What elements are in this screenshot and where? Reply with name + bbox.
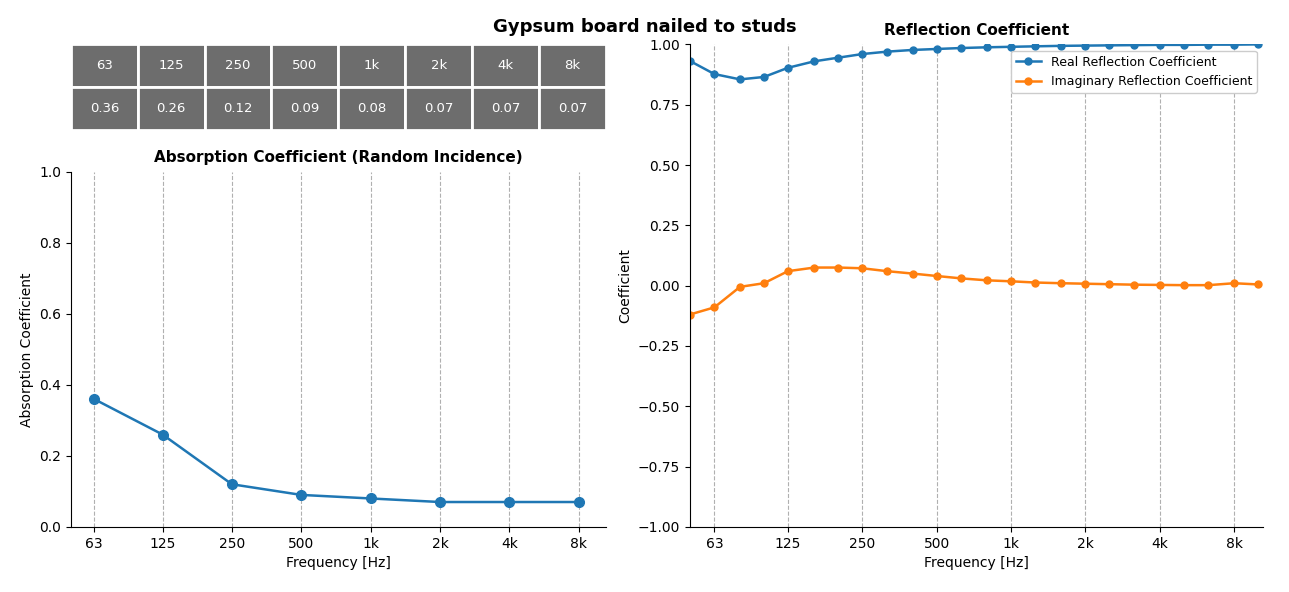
- Imaginary Reflection Coefficient: [830, 264, 846, 271]
- Title: Absorption Coefficient (Random Incidence): Absorption Coefficient (Random Incidence…: [155, 150, 522, 165]
- Bar: [539, 87, 606, 130]
- Real Reflection Coefficient: [1152, 41, 1168, 49]
- Text: 500: 500: [293, 59, 317, 72]
- Imaginary Reflection Coefficient: [682, 311, 697, 318]
- Real Reflection Coefficient: [807, 58, 822, 65]
- Real Reflection Coefficient: [879, 48, 895, 55]
- Real Reflection Coefficient: [855, 50, 870, 57]
- X-axis label: Frequency [Hz]: Frequency [Hz]: [924, 556, 1029, 570]
- Imaginary Reflection Coefficient: [780, 268, 795, 275]
- Imaginary Reflection Coefficient: [855, 265, 870, 272]
- Text: 1k: 1k: [363, 59, 380, 72]
- Real Reflection Coefficient: [1176, 41, 1191, 49]
- Imaginary Reflection Coefficient: [954, 275, 969, 282]
- Imaginary Reflection Coefficient: [732, 284, 748, 291]
- Bar: [138, 87, 205, 130]
- Bar: [272, 87, 338, 130]
- Real Reflection Coefficient: [780, 65, 795, 72]
- Imaginary Reflection Coefficient: [1027, 279, 1043, 286]
- Text: 250: 250: [226, 59, 251, 72]
- Imaginary Reflection Coefficient: [980, 277, 995, 284]
- Real Reflection Coefficient: [1027, 43, 1043, 50]
- Imaginary Reflection Coefficient: [1152, 281, 1168, 288]
- Imaginary Reflection Coefficient: [807, 264, 822, 271]
- Bar: [539, 44, 606, 87]
- Text: 63: 63: [95, 59, 112, 72]
- Real Reflection Coefficient: [1250, 41, 1266, 48]
- Bar: [472, 44, 539, 87]
- Bar: [71, 44, 138, 87]
- Text: 0.07: 0.07: [558, 102, 586, 115]
- Y-axis label: Coefficient: Coefficient: [617, 248, 632, 323]
- Text: 8k: 8k: [565, 59, 580, 72]
- Line: Real Reflection Coefficient: Real Reflection Coefficient: [686, 41, 1262, 83]
- Real Reflection Coefficient: [830, 54, 846, 61]
- Text: 0.12: 0.12: [223, 102, 253, 115]
- Text: 0.26: 0.26: [156, 102, 186, 115]
- Text: 2k: 2k: [431, 59, 447, 72]
- Imaginary Reflection Coefficient: [1200, 282, 1216, 289]
- Bar: [205, 87, 272, 130]
- Bar: [272, 44, 338, 87]
- Imaginary Reflection Coefficient: [1176, 282, 1191, 289]
- Imaginary Reflection Coefficient: [1226, 279, 1241, 287]
- Y-axis label: Absorption Coefficient: Absorption Coefficient: [19, 272, 34, 426]
- Real Reflection Coefficient: [1078, 42, 1093, 49]
- Bar: [71, 87, 138, 130]
- Real Reflection Coefficient: [1127, 41, 1142, 49]
- Real Reflection Coefficient: [682, 57, 697, 65]
- Bar: [138, 44, 205, 87]
- Text: Gypsum board nailed to studs: Gypsum board nailed to studs: [492, 18, 797, 36]
- Imaginary Reflection Coefficient: [757, 279, 772, 287]
- Real Reflection Coefficient: [1053, 42, 1069, 49]
- Text: 0.09: 0.09: [290, 102, 320, 115]
- Text: 0.07: 0.07: [491, 102, 521, 115]
- Bar: [472, 87, 539, 130]
- Imaginary Reflection Coefficient: [1250, 281, 1266, 288]
- Real Reflection Coefficient: [732, 76, 748, 83]
- Real Reflection Coefficient: [1226, 41, 1241, 48]
- Real Reflection Coefficient: [1200, 41, 1216, 48]
- Real Reflection Coefficient: [905, 46, 920, 53]
- Real Reflection Coefficient: [757, 73, 772, 81]
- Bar: [338, 87, 405, 130]
- Imaginary Reflection Coefficient: [1127, 281, 1142, 288]
- Text: 0.36: 0.36: [90, 102, 119, 115]
- Real Reflection Coefficient: [929, 46, 945, 53]
- Imaginary Reflection Coefficient: [905, 270, 920, 277]
- Real Reflection Coefficient: [980, 44, 995, 51]
- Imaginary Reflection Coefficient: [879, 268, 895, 275]
- Imaginary Reflection Coefficient: [1078, 280, 1093, 287]
- Bar: [338, 44, 405, 87]
- Text: 4k: 4k: [498, 59, 513, 72]
- Real Reflection Coefficient: [1102, 42, 1118, 49]
- Imaginary Reflection Coefficient: [929, 272, 945, 279]
- Legend: Real Reflection Coefficient, Imaginary Reflection Coefficient: Real Reflection Coefficient, Imaginary R…: [1011, 51, 1257, 93]
- X-axis label: Frequency [Hz]: Frequency [Hz]: [286, 556, 391, 570]
- Imaginary Reflection Coefficient: [706, 304, 722, 311]
- Imaginary Reflection Coefficient: [1053, 279, 1069, 287]
- Bar: [405, 44, 472, 87]
- Bar: [205, 44, 272, 87]
- Text: 0.08: 0.08: [357, 102, 387, 115]
- Bar: [405, 87, 472, 130]
- Imaginary Reflection Coefficient: [1003, 278, 1018, 285]
- Real Reflection Coefficient: [954, 44, 969, 52]
- Title: Reflection Coefficient: Reflection Coefficient: [884, 22, 1069, 38]
- Real Reflection Coefficient: [1003, 43, 1018, 50]
- Real Reflection Coefficient: [706, 70, 722, 78]
- Imaginary Reflection Coefficient: [1102, 281, 1118, 288]
- Text: 125: 125: [159, 59, 184, 72]
- Text: 0.07: 0.07: [424, 102, 454, 115]
- Line: Imaginary Reflection Coefficient: Imaginary Reflection Coefficient: [686, 264, 1262, 318]
